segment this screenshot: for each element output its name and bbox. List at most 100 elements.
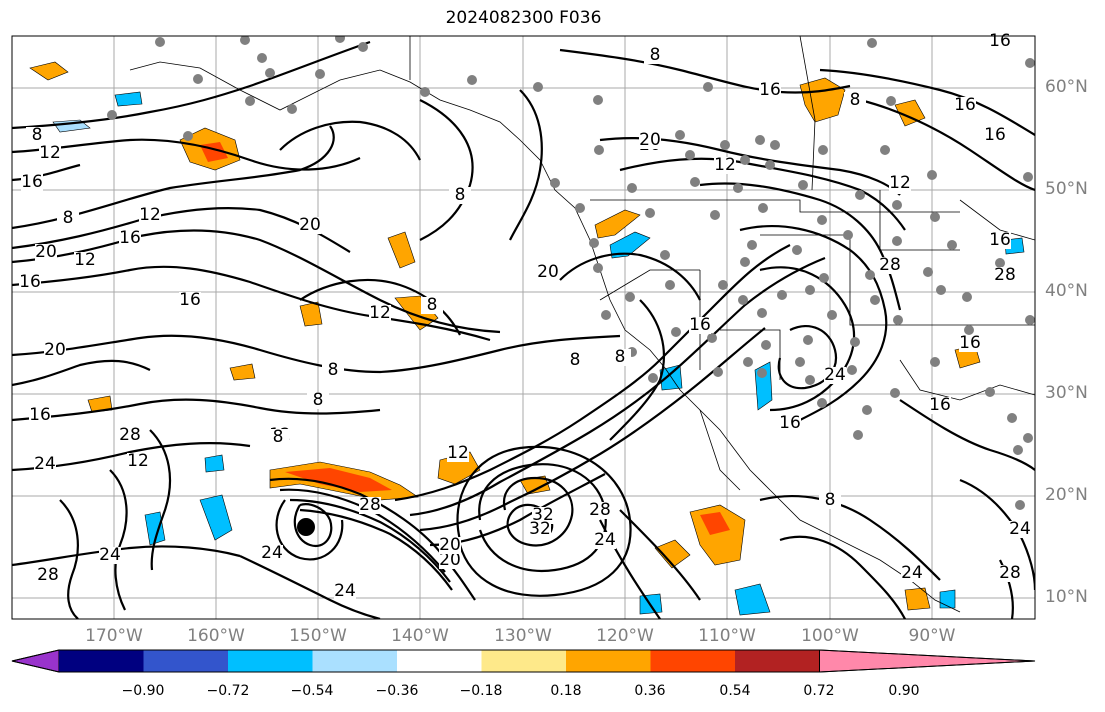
contour-label: 8 xyxy=(32,125,43,145)
contour-label-bg xyxy=(421,297,443,314)
contour-label: 24 xyxy=(901,563,923,583)
contour-label-bg xyxy=(299,217,321,234)
plot-frame xyxy=(11,35,1036,620)
contour-label: 8 xyxy=(825,490,836,510)
contour-label-bg xyxy=(267,429,289,446)
contour-label: 16 xyxy=(689,315,711,335)
contour-label-bg xyxy=(901,565,923,582)
contour-label: 28 xyxy=(359,495,381,515)
contour-label: 28 xyxy=(37,565,59,585)
contour-label-bg xyxy=(639,132,661,149)
contour-label-bg xyxy=(819,492,841,509)
colorbar-tick-label: −0.54 xyxy=(290,683,334,699)
lon-label-120w: 120°W xyxy=(596,626,654,646)
contour-label: 8 xyxy=(455,185,466,205)
contour-label-bg xyxy=(759,82,781,99)
contour-label-bg xyxy=(879,257,901,274)
contour-label-bg xyxy=(369,305,391,322)
contour-label-bg xyxy=(119,230,141,247)
colorbar xyxy=(11,649,1036,673)
contour-label-bg xyxy=(26,127,48,144)
contour-label-bg xyxy=(44,342,66,359)
contour-label: 12 xyxy=(447,443,469,463)
contour-label: 16 xyxy=(119,228,141,248)
contour-label: 12 xyxy=(889,173,911,193)
lon-label-90w: 90°W xyxy=(908,626,956,646)
contour-label: 8 xyxy=(615,347,626,367)
lon-label-100w: 100°W xyxy=(801,626,859,646)
contour-label: 12 xyxy=(74,250,96,270)
colorbar-segment xyxy=(481,650,566,672)
contour-label: 12 xyxy=(127,451,149,471)
colorbar-segment xyxy=(312,650,397,672)
contour-label-bg xyxy=(954,97,976,114)
contour-label-bg xyxy=(689,317,711,334)
contour-label: 12 xyxy=(39,143,61,163)
colorbar-tick-label: −0.18 xyxy=(459,683,503,699)
contour-label-bg xyxy=(57,210,79,227)
contour-label-bg xyxy=(29,407,51,424)
lat-label-10n: 10°N xyxy=(1045,587,1088,607)
contour-label-bg xyxy=(19,274,41,291)
contour-label: 16 xyxy=(954,95,976,115)
contour-label-bg xyxy=(532,507,554,524)
contour-label: 16 xyxy=(959,333,981,353)
contour-label-bg xyxy=(589,502,611,519)
contour-label-bg xyxy=(39,145,61,162)
contour-label-bg xyxy=(74,252,96,269)
contour-label-bg xyxy=(261,545,283,562)
contour-label-bg xyxy=(779,415,801,432)
lon-label-110w: 110°W xyxy=(698,626,756,646)
contour-label: 16 xyxy=(21,172,43,192)
contour-label-bg xyxy=(824,367,846,384)
contour-label-bg xyxy=(959,335,981,352)
contour-label-bg xyxy=(889,175,911,192)
colorbar-tick-label: −0.72 xyxy=(206,683,250,699)
contour-label: 24 xyxy=(34,454,56,474)
contour-label-bg xyxy=(999,565,1021,582)
colorbar-tick-label: 0.54 xyxy=(719,683,751,699)
contour-label: 12 xyxy=(369,303,391,323)
colorbar-tick-label: 0.90 xyxy=(888,683,920,699)
contour-label-bg xyxy=(644,47,666,64)
contour-label: 28 xyxy=(999,563,1021,583)
colorbar-segment xyxy=(397,650,482,672)
contour-label: 20 xyxy=(35,242,57,262)
map-title: 2024082300 F036 xyxy=(445,8,602,28)
contour-label: 24 xyxy=(334,581,356,601)
contour-label-bg xyxy=(537,264,559,281)
colorbar-outline xyxy=(11,649,1036,673)
contour-label: 20 xyxy=(537,262,559,282)
contour-label: 24 xyxy=(1009,519,1031,539)
contour-label: 20 xyxy=(439,550,461,570)
contour-label: 8 xyxy=(273,427,284,447)
contour-label: 20 xyxy=(44,340,66,360)
contour-label-bg xyxy=(99,547,121,564)
contour-label-bg xyxy=(334,583,356,600)
contour-label-bg xyxy=(447,445,469,462)
contour-label: 16 xyxy=(989,230,1011,250)
colorbar-extend-max xyxy=(819,649,1036,673)
contour-label: 28 xyxy=(879,255,901,275)
contour-label-bg xyxy=(35,244,57,261)
contour-label: 24 xyxy=(594,530,616,550)
contour-label: 24 xyxy=(99,545,121,565)
contour-label: 16 xyxy=(759,80,781,100)
contour-label: 8 xyxy=(650,45,661,65)
contour-label-bg xyxy=(179,292,201,309)
contour-label-bg xyxy=(529,521,551,538)
contour-label-bg xyxy=(564,352,586,369)
contour-label-bg xyxy=(37,567,59,584)
lon-label-140w: 140°W xyxy=(391,626,449,646)
colorbar-segment xyxy=(143,650,228,672)
contour-label-bg xyxy=(844,92,866,109)
contour-label: 16 xyxy=(29,405,51,425)
station-dots xyxy=(107,36,1035,510)
contour-label-bg xyxy=(322,362,344,379)
contour-label-bg xyxy=(609,349,631,366)
contour-label: 16 xyxy=(989,31,1011,51)
contour-label: 8 xyxy=(313,390,324,410)
contour-label-bg xyxy=(127,453,149,470)
contour-label-bg xyxy=(449,187,471,204)
